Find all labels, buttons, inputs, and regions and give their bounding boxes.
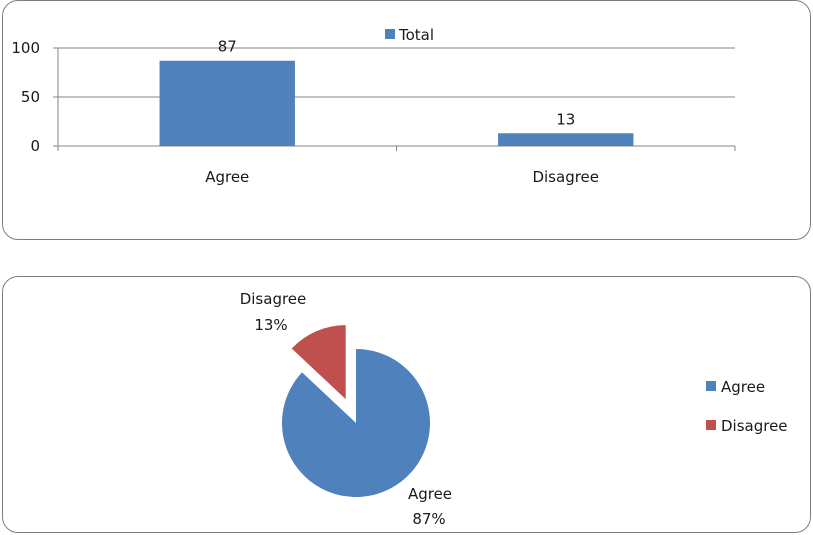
pie-label-agree-percent: 87% [412, 510, 445, 528]
legend-label-agree: Agree [721, 378, 765, 396]
pie-slice-disagree [291, 325, 346, 400]
bar-y-tick-labels: 0 50 100 [11, 39, 40, 155]
pie-chart: Disagree 13% Agree 87% Agree Disagree [240, 290, 788, 528]
legend-swatch-disagree [706, 420, 716, 430]
pie-data-labels: Disagree 13% Agree 87% [240, 290, 452, 528]
bar-y-tick-label: 100 [11, 39, 40, 57]
legend-label-total: Total [398, 26, 434, 44]
bar-chart-panel [2, 0, 811, 240]
pie-label-disagree-percent: 13% [254, 316, 287, 334]
bar-x-tick-label-agree: Agree [205, 168, 249, 186]
bar-x-tick-label-disagree: Disagree [532, 168, 599, 186]
pie-slice-agree [282, 349, 430, 497]
bar-disagree [498, 133, 634, 146]
legend-swatch-agree [706, 381, 716, 391]
bar-series [159, 60, 634, 146]
bar-data-label-disagree: 13 [556, 110, 575, 128]
bar-legend: Total [385, 26, 434, 44]
pie-legend: Agree Disagree [706, 378, 788, 435]
bar-data-label-agree: 87 [218, 38, 237, 56]
bar-y-tick-label: 50 [21, 88, 40, 106]
bar-chart: 0 50 100 87 13 Agree Disagree Total [11, 26, 736, 186]
pie-slices [282, 325, 430, 497]
bar-data-labels: 87 13 [218, 38, 576, 129]
legend-swatch-total [385, 29, 395, 39]
legend-label-disagree: Disagree [721, 417, 788, 435]
bar-x-tick-labels: Agree Disagree [205, 168, 599, 186]
pie-label-disagree-name: Disagree [240, 290, 307, 308]
pie-label-agree-name: Agree [408, 485, 452, 503]
bar-y-tick-label: 0 [30, 137, 40, 155]
bar-agree [159, 60, 295, 146]
